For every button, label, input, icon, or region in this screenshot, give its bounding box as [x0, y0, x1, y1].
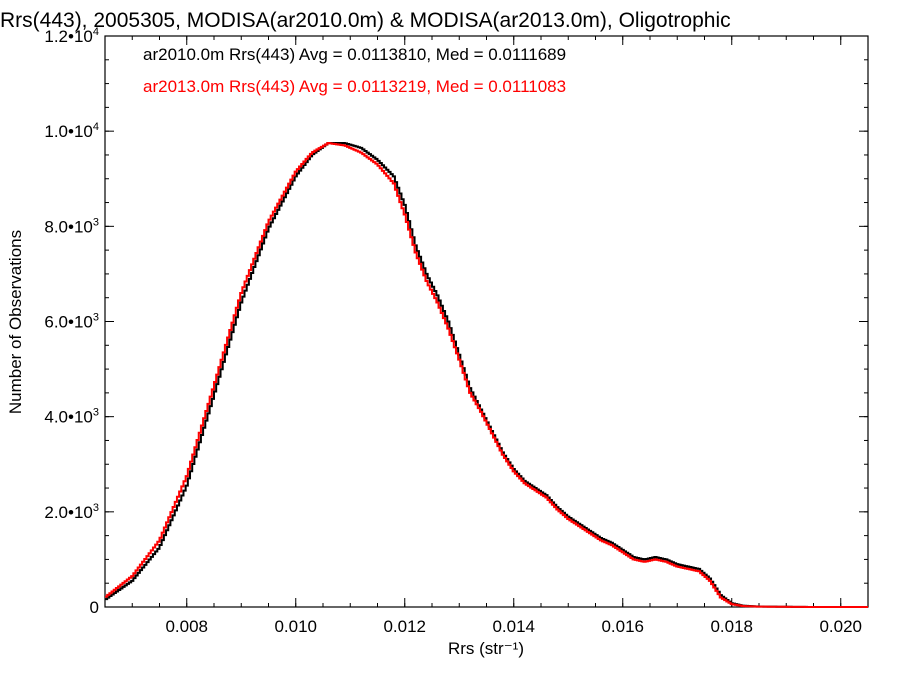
y-tick-label: 4.0•103 — [44, 407, 99, 427]
y-tick-label: 0 — [90, 598, 99, 617]
y-tick-label: 6.0•103 — [44, 312, 99, 332]
stats-annotation-ar2013: ar2013.0m Rrs(443) Avg = 0.0113219, Med … — [143, 77, 566, 96]
x-tick-label: 0.014 — [492, 617, 535, 636]
y-tick-label: 8.0•103 — [44, 216, 99, 236]
y-axis-label: Number of Observations — [6, 230, 25, 414]
x-tick-label: 0.016 — [601, 617, 644, 636]
x-axis-label: Rrs (str⁻¹) — [448, 639, 524, 658]
series-layer — [105, 142, 868, 608]
x-tick-label: 0.020 — [819, 617, 862, 636]
x-tick-label: 0.012 — [383, 617, 426, 636]
plot-frame — [104, 35, 869, 608]
x-tick-label: 0.008 — [165, 617, 208, 636]
series-line-1 — [105, 142, 868, 608]
y-tick-label: 2.0•103 — [44, 502, 99, 522]
x-tick-label: 0.010 — [274, 617, 317, 636]
x-tick-label: 0.018 — [710, 617, 753, 636]
chart-title: Rrs(443), 2005305, MODISA(ar2010.0m) & M… — [0, 9, 731, 32]
y-tick-label: 1.0•104 — [44, 121, 99, 141]
y-tick-label: 1.2•104 — [44, 26, 99, 46]
stats-annotation-ar2010: ar2010.0m Rrs(443) Avg = 0.0113810, Med … — [143, 45, 566, 64]
series-line-0 — [105, 142, 868, 608]
y-axis: 0 2.0•103 4.0•103 6.0•103 8.0•103 1.0•104 1.2•… — [44, 26, 868, 617]
x-axis: 0.008 0.010 0.012 0.014 0.016 0.018 0.020 — [104, 36, 869, 636]
